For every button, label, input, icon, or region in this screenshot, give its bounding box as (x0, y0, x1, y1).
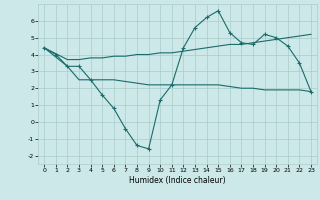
X-axis label: Humidex (Indice chaleur): Humidex (Indice chaleur) (129, 176, 226, 185)
